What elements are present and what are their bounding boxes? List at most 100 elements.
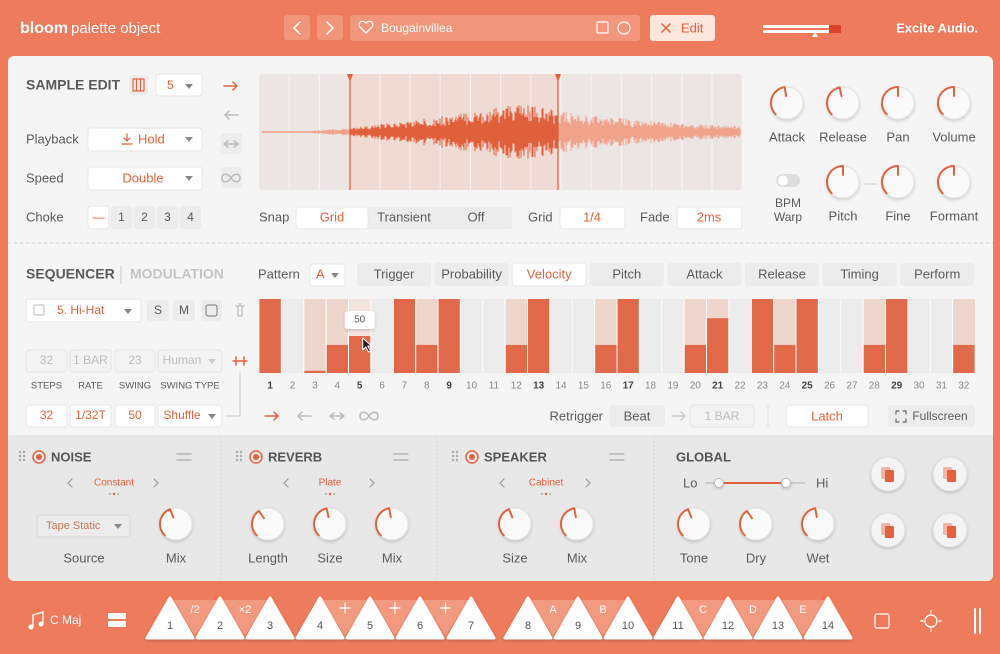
power-button[interactable] <box>465 450 479 464</box>
pad-number: 11 <box>672 620 683 632</box>
pad-key[interactable] <box>753 596 803 640</box>
pad-key[interactable] <box>145 596 195 640</box>
slot-dropdown[interactable] <box>155 73 203 97</box>
modifier-key[interactable] <box>529 600 577 636</box>
power-button[interactable] <box>32 450 46 464</box>
snap-option[interactable]: Off <box>467 209 484 224</box>
pad-key[interactable] <box>503 596 553 640</box>
velocity-bar[interactable] <box>886 299 908 373</box>
chevron-right-icon <box>326 21 334 35</box>
param-box[interactable] <box>157 404 223 428</box>
modifier-key[interactable] <box>321 600 369 636</box>
modifier-key[interactable] <box>679 600 727 636</box>
velocity-bar[interactable] <box>326 344 348 373</box>
choke-button[interactable] <box>111 206 132 229</box>
param-box[interactable] <box>69 404 112 428</box>
velocity-bar[interactable] <box>863 344 885 373</box>
pad-key[interactable] <box>195 596 245 640</box>
pad-number: 13 <box>772 620 784 632</box>
mode-tab[interactable] <box>822 263 897 286</box>
mode-tab[interactable] <box>589 263 664 286</box>
modifier-key[interactable] <box>579 600 627 636</box>
mode-tab[interactable] <box>667 263 742 286</box>
velocity-bar[interactable] <box>684 344 706 373</box>
velocity-bar[interactable] <box>774 344 796 373</box>
pattern-dropdown[interactable] <box>309 263 346 287</box>
randomize-button[interactable] <box>201 300 222 321</box>
retrigger-button[interactable] <box>610 405 665 427</box>
modifier-key[interactable] <box>421 600 470 636</box>
modifier-key[interactable] <box>221 600 269 636</box>
velocity-bar[interactable] <box>796 299 818 373</box>
choke-button[interactable] <box>134 206 155 229</box>
fullscreen-button[interactable] <box>888 405 975 427</box>
mode-tab[interactable] <box>900 263 975 286</box>
fade-box[interactable] <box>676 206 743 230</box>
velocity-bar[interactable] <box>393 299 416 373</box>
velocity-bar[interactable] <box>304 370 326 373</box>
modulation-tab[interactable]: MODULATION <box>130 266 224 282</box>
velocity-bar[interactable] <box>528 299 550 373</box>
source-dropdown[interactable] <box>36 514 131 538</box>
modifier-key[interactable] <box>171 600 219 636</box>
choke-button[interactable] <box>87 205 110 230</box>
pad-key[interactable] <box>653 596 703 640</box>
power-button[interactable] <box>249 450 263 464</box>
prev-preset-button[interactable] <box>284 15 310 40</box>
velocity-bar[interactable] <box>438 299 460 373</box>
edit-button[interactable] <box>650 15 715 41</box>
modifier-key[interactable] <box>779 600 827 636</box>
snap-option[interactable]: Transient <box>377 209 431 224</box>
modifier-key[interactable] <box>729 600 777 636</box>
param-box[interactable] <box>25 404 68 428</box>
eq-slider-handle[interactable] <box>781 478 791 488</box>
effect-mode[interactable]: Cabinet <box>529 478 564 489</box>
velocity-bar[interactable] <box>505 344 527 373</box>
snap-button-active[interactable] <box>295 206 369 230</box>
effect-knob-label: Size <box>502 550 527 565</box>
param-placeholder-value: 23 <box>128 353 142 367</box>
mode-tab[interactable] <box>745 263 819 286</box>
snap-option[interactable]: Grid <box>320 209 345 224</box>
mode-tab[interactable] <box>357 263 431 286</box>
velocity-bar[interactable] <box>707 318 729 373</box>
choke-button[interactable] <box>157 206 178 229</box>
choke-button[interactable] <box>180 206 201 229</box>
effect-mode[interactable]: Constant <box>94 478 134 489</box>
velocity-bar[interactable] <box>259 299 281 373</box>
step-number: 32 <box>958 381 970 392</box>
eq-slider-handle[interactable] <box>714 478 724 488</box>
pad-key[interactable] <box>603 596 653 640</box>
pad-key[interactable] <box>395 596 445 640</box>
speed-dropdown[interactable] <box>87 166 203 191</box>
knob-pointer <box>746 510 753 520</box>
track-dropdown[interactable] <box>25 298 142 323</box>
mode-tab[interactable] <box>434 263 509 286</box>
velocity-bar[interactable] <box>416 344 438 373</box>
playback-dropdown[interactable] <box>87 127 203 152</box>
pad-key[interactable] <box>803 596 853 640</box>
pad-key[interactable] <box>295 596 345 640</box>
pad-key[interactable] <box>553 596 603 640</box>
modifier-key[interactable] <box>371 600 419 636</box>
velocity-bar[interactable] <box>751 299 774 373</box>
pad-key[interactable] <box>345 596 395 640</box>
mode-tab[interactable] <box>511 262 587 287</box>
solo-button[interactable] <box>147 300 169 321</box>
pad-key[interactable] <box>245 596 295 640</box>
piano-button[interactable] <box>129 75 148 95</box>
pad-key[interactable] <box>446 596 496 640</box>
mute-button[interactable] <box>173 300 195 321</box>
velocity-bar[interactable] <box>953 344 975 373</box>
preset-box[interactable] <box>350 15 640 41</box>
pad-key[interactable] <box>703 596 753 640</box>
latch-button[interactable] <box>785 404 869 428</box>
knob-pointer <box>783 87 788 98</box>
velocity-bar[interactable] <box>617 299 639 373</box>
next-preset-button[interactable] <box>317 15 343 40</box>
effect-mode[interactable]: Plate <box>319 478 342 489</box>
param-box[interactable] <box>114 404 156 428</box>
scale-label[interactable]: C Maj <box>50 613 81 627</box>
grid-box[interactable] <box>559 206 626 230</box>
velocity-bar[interactable] <box>595 344 617 373</box>
